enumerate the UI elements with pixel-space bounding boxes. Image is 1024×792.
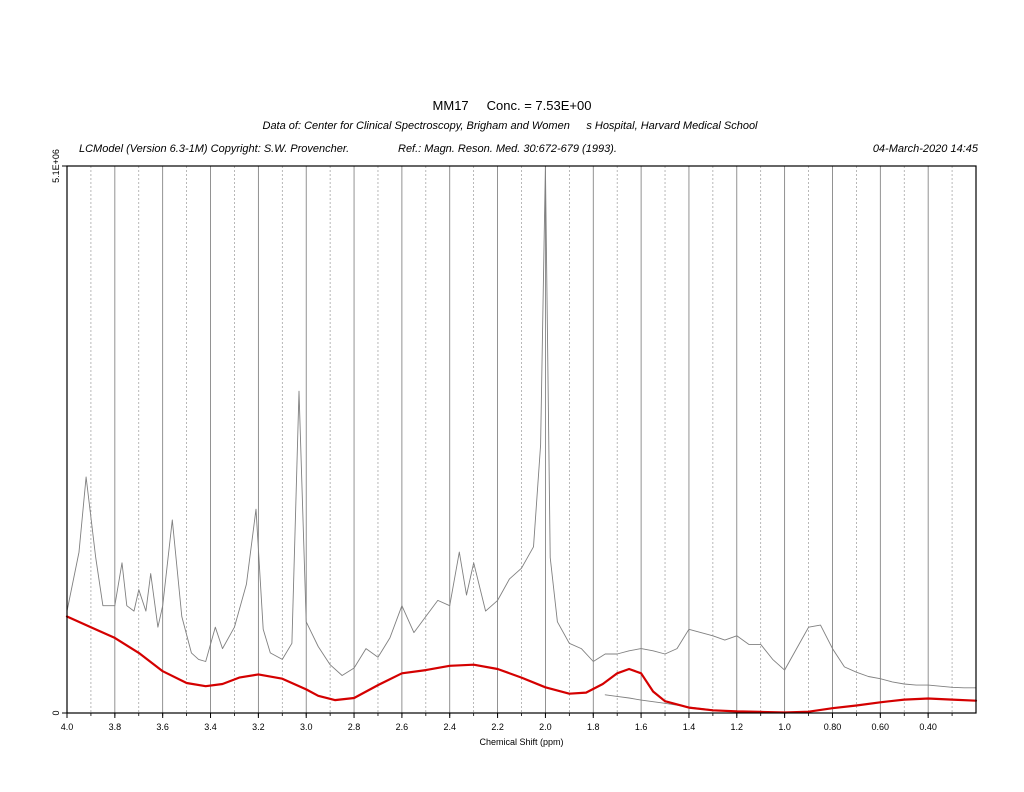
x-tick-label: 3.8 (109, 722, 122, 732)
x-axis-title: Chemical Shift (ppm) (479, 737, 563, 747)
x-tick-label: 0.80 (824, 722, 842, 732)
fit-line (65, 615, 978, 714)
x-tick-label: 3.4 (204, 722, 217, 732)
y-ticks: 0 5.1E+06 (51, 149, 67, 716)
reference-citation: Ref.: Magn. Reson. Med. 30:672-679 (1993… (398, 143, 617, 155)
series-layer (65, 165, 978, 714)
spectrum-line (66, 165, 977, 689)
x-tick-label: 3.0 (300, 722, 313, 732)
x-tick-label: 1.4 (683, 722, 696, 732)
x-tick-label: 1.0 (778, 722, 791, 732)
x-tick-label: 3.2 (252, 722, 265, 732)
metabolite-name: MM17 (432, 98, 469, 113)
baseline-line (604, 694, 786, 713)
data-source-line: Data of: Center for Clinical Spectroscop… (262, 120, 758, 132)
x-tick-label: 1.8 (587, 722, 600, 732)
x-tick-label: 1.2 (731, 722, 744, 732)
x-tick-label: 1.6 (635, 722, 648, 732)
chart-title: MM17 Conc. = 7.53E+00 (0, 98, 1024, 113)
concentration-value: Conc. = 7.53E+00 (486, 98, 592, 113)
x-tick-label: 0.60 (872, 722, 890, 732)
x-tick-label: 4.0 (61, 722, 74, 732)
x-tick-label: 2.2 (491, 722, 504, 732)
y-tick-label: 5.1E+06 (51, 149, 61, 183)
x-tick-label: 2.0 (539, 722, 552, 732)
grid-lines (90, 166, 953, 713)
report-date: 04-March-2020 14:45 (872, 143, 978, 155)
x-tick-label: 2.6 (396, 722, 409, 732)
program-copyright: LCModel (Version 6.3-1M) Copyright: S.W.… (79, 143, 350, 155)
x-ticks: 4.0 3.8 3.6 3.4 3.2 3.0 2.8 2.6 2.4 2.2 2.0 1.8 1.6 1… (61, 713, 953, 732)
x-tick-label: 3.6 (156, 722, 169, 732)
x-tick-label: 0.40 (919, 722, 937, 732)
y-tick-label: 0 (51, 710, 61, 715)
x-tick-label: 2.8 (348, 722, 361, 732)
x-tick-label: 2.4 (443, 722, 456, 732)
